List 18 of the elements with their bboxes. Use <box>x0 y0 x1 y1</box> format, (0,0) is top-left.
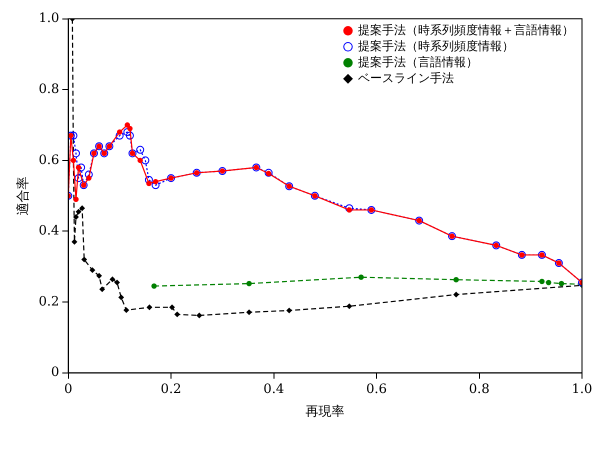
legend-label: 提案手法（言語情報） <box>358 54 478 69</box>
y-tick-label: 0.2 <box>38 294 60 310</box>
legend-label: ベースライン手法 <box>358 70 454 85</box>
y-axis-title: 適合率 <box>15 176 32 216</box>
legend-label: 提案手法（時系列頻度情報） <box>358 38 514 53</box>
y-tick-label: 1.0 <box>38 11 60 26</box>
y-tick-label: 0.6 <box>38 152 60 168</box>
x-tick-label: 0.2 <box>160 382 182 397</box>
x-axis-title: 再現率 <box>306 404 345 420</box>
x-tick-label: 1.0 <box>572 382 592 397</box>
x-tick-label: 0.4 <box>263 382 284 397</box>
y-tick-label: 0.4 <box>38 224 60 239</box>
legend-label: 提案手法（時系列頻度情報＋言語情報） <box>358 22 574 37</box>
x-tick-label: 0.8 <box>468 382 490 397</box>
y-tick-label: 0 <box>50 365 60 380</box>
y-tick-label: 0.8 <box>38 82 60 97</box>
x-tick-label: 0.6 <box>366 382 387 397</box>
x-tick-label: 0 <box>64 382 72 397</box>
